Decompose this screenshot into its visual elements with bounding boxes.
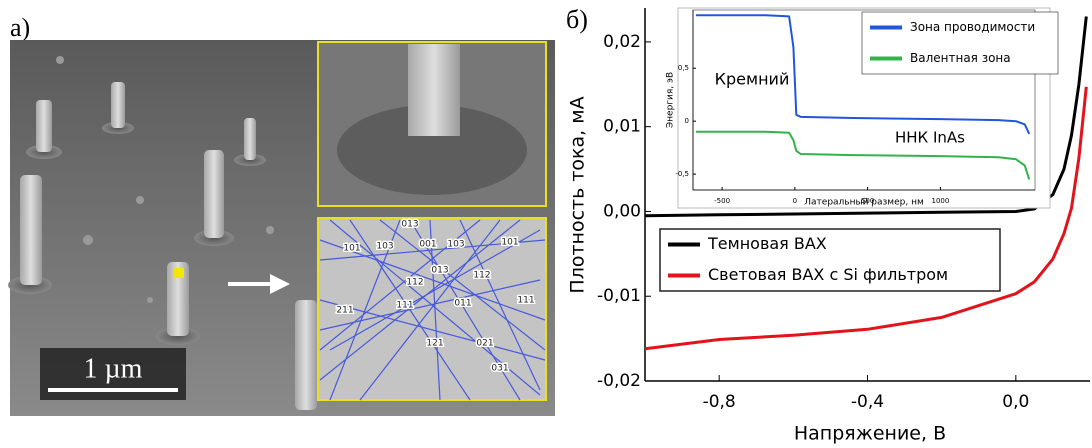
legend-label: Темновая ВАХ	[707, 234, 827, 253]
ebsd-label: 112	[406, 278, 423, 288]
ebsd-label: 103	[447, 240, 464, 250]
y-tick-label: 0	[685, 117, 689, 125]
x-tick-label: -500	[714, 197, 730, 205]
y-tick-label: 0,01	[603, 117, 641, 137]
annotation: ННК InAs	[895, 129, 965, 147]
x-tick-label: 1000	[931, 197, 949, 205]
ebsd-label: 103	[376, 242, 393, 252]
ebsd-label: 021	[476, 339, 493, 349]
x-axis-label: Напряжение, В	[794, 423, 946, 445]
ebsd-label: 111	[517, 296, 534, 306]
annotation: Кремний	[715, 70, 790, 89]
y-tick-label: 0,00	[603, 201, 641, 221]
ebsd-label: 111	[396, 301, 413, 311]
panel-label: а)	[10, 13, 30, 42]
sem-image: 013 101 103 001 103 101 013 112 112 011 111 211 111 1…	[8, 40, 555, 416]
y-tick-label: 0,02	[603, 32, 641, 52]
y-tick-label: -0,01	[597, 286, 641, 306]
y-axis-label: Плотность тока, мА	[567, 96, 589, 293]
ebsd-label: 011	[454, 299, 471, 309]
x-tick-label: -0,4	[851, 392, 884, 412]
ebsd-label: 013	[431, 266, 448, 276]
figure: а) б) 013 101 103 001 103 101 013 112 112 011 111 2…	[0, 0, 1092, 448]
legend-label: Валентная зона	[910, 51, 1011, 65]
ebsd-label: 101	[343, 244, 360, 254]
panel-label: б)	[566, 5, 588, 34]
ebsd-label: 121	[426, 339, 443, 349]
legend-label: Световая ВАХ с Si фильтром	[708, 265, 948, 284]
ebsd-label: 013	[401, 220, 418, 230]
ebsd-label: 001	[419, 240, 436, 250]
legend-label: Зона проводимости	[910, 20, 1035, 34]
y-axis-label: Энергия, эВ	[666, 72, 676, 128]
x-tick-label: -0,8	[703, 392, 736, 412]
x-tick-label: 0	[793, 197, 797, 205]
x-axis-label: Латеральный размер, нм	[804, 198, 924, 208]
y-tick-label: -0,02	[597, 371, 641, 391]
ebsd-label: 101	[501, 238, 518, 248]
ebsd-label: 112	[473, 271, 490, 281]
x-tick-label: 0,0	[1002, 392, 1029, 412]
y-tick-label: 0,5	[678, 64, 689, 72]
ebsd-label: 211	[336, 306, 353, 316]
ebsd-label: 031	[491, 364, 508, 374]
y-tick-label: -0,5	[675, 170, 689, 178]
scale-bar-label: 1 µm	[84, 353, 143, 384]
